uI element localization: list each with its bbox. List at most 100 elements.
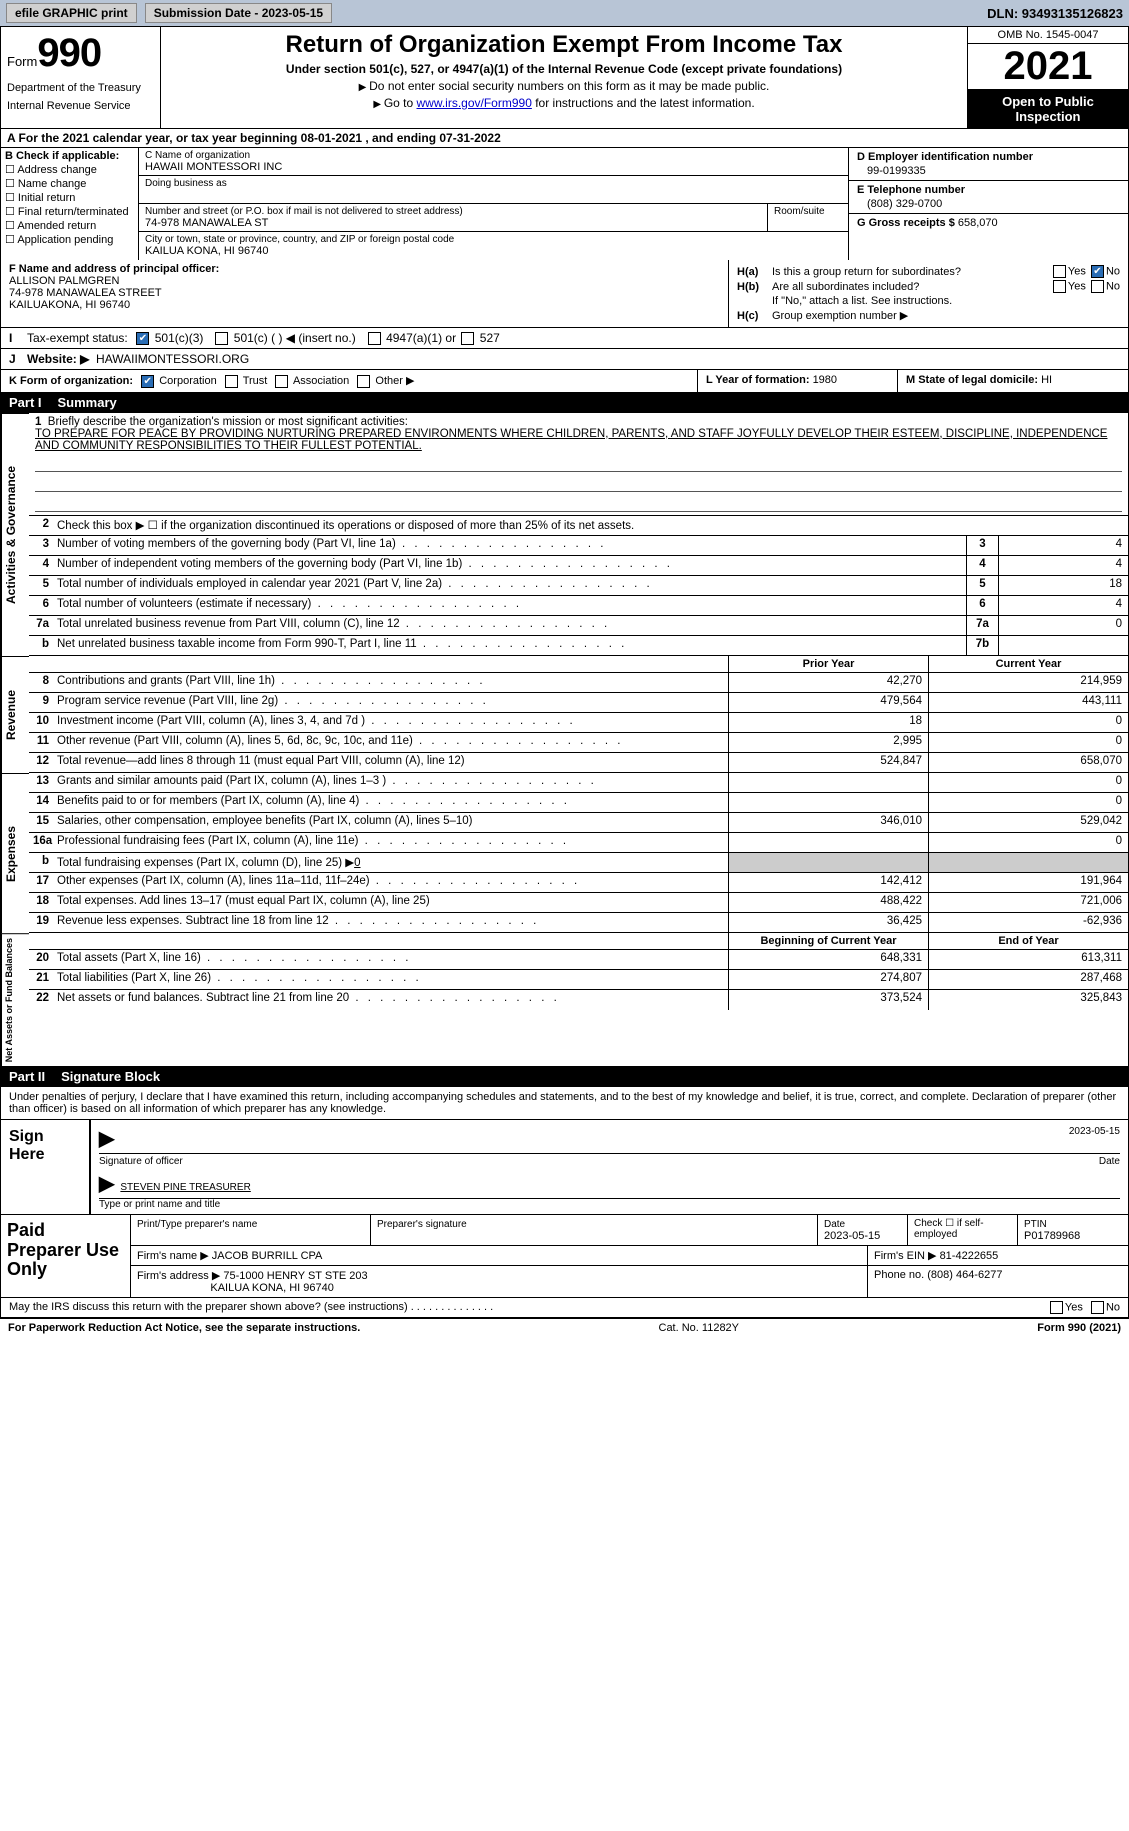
cb-501c3[interactable]: ✔ (136, 332, 149, 345)
row-20: 20Total assets (Part X, line 16)648,3316… (29, 950, 1128, 970)
firm-lbl: Firm's name ▶ (137, 1250, 212, 1262)
row-22: 22Net assets or fund balances. Subtract … (29, 990, 1128, 1010)
form-note-link: Go to www.irs.gov/Form990 for instructio… (169, 96, 959, 110)
ein-val: 99-0199335 (857, 165, 1120, 177)
cb-527[interactable] (461, 332, 474, 345)
sign-right: ▶ 2023-05-15 Signature of officer Date ▶… (91, 1120, 1128, 1214)
row-5-v: 18 (998, 576, 1128, 595)
r15-d: Salaries, other compensation, employee b… (53, 813, 728, 832)
sig-line-2: ▶STEVEN PINE TREASURER (99, 1169, 1120, 1199)
na-hdr-curr: End of Year (928, 933, 1128, 949)
hb-label: H(b) (737, 281, 772, 293)
r17-p: 142,412 (728, 873, 928, 892)
org-name-cell: C Name of organization HAWAII MONTESSORI… (139, 148, 848, 176)
section-fh: F Name and address of principal officer:… (0, 260, 1129, 328)
r19-p: 36,425 (728, 913, 928, 932)
r22-p: 373,524 (728, 990, 928, 1010)
r10-p: 18 (728, 713, 928, 732)
r16b-d: Total fundraising expenses (Part IX, col… (53, 853, 728, 872)
r18-p: 488,422 (728, 893, 928, 912)
row-14: 14Benefits paid to or for members (Part … (29, 793, 1128, 813)
r13-d: Grants and similar amounts paid (Part IX… (53, 773, 728, 792)
row-3-n: 3 (966, 536, 998, 555)
row-klm: K Form of organization: ✔ Corporation Tr… (0, 370, 1129, 393)
ha-no-checkbox[interactable]: ✔ (1091, 265, 1104, 278)
r20-c: 613,311 (928, 950, 1128, 969)
gross-cell: G Gross receipts $ 658,070 (849, 214, 1128, 232)
irs-yes-checkbox[interactable] (1050, 1301, 1063, 1314)
r17-c: 191,964 (928, 873, 1128, 892)
box-h: H(a) Is this a group return for subordin… (728, 260, 1128, 327)
cb-corp[interactable]: ✔ (141, 375, 154, 388)
preparer-right: Print/Type preparer's name Preparer's si… (131, 1215, 1128, 1297)
row-7b-desc: Net unrelated business taxable income fr… (53, 636, 966, 655)
r21-d: Total liabilities (Part X, line 26) (53, 970, 728, 989)
sig-date-label: Date (1099, 1156, 1120, 1167)
cb-trust[interactable] (225, 375, 238, 388)
submission-date-button[interactable]: Submission Date - 2023-05-15 (145, 3, 332, 23)
row-4-v: 4 (998, 556, 1128, 575)
r9-c: 443,111 (928, 693, 1128, 712)
opt-4947: 4947(a)(1) or (386, 331, 456, 345)
goto-pre: Go to (384, 96, 417, 110)
irs-no-checkbox[interactable] (1091, 1301, 1104, 1314)
cb-final-return[interactable]: Final return/terminated (5, 205, 134, 218)
street-val: 74-978 MANAWALEA ST (145, 217, 761, 229)
irs-link[interactable]: www.irs.gov/Form990 (417, 96, 532, 110)
preparer-block: Paid Preparer Use Only Print/Type prepar… (0, 1215, 1129, 1298)
box-m: M State of legal domicile: HI (898, 370, 1128, 392)
officer-sig-name: STEVEN PINE TREASURER (120, 1182, 250, 1193)
sig-name-label: Type or print name and title (99, 1199, 1120, 1210)
prep-row-1: Print/Type preparer's name Preparer's si… (131, 1215, 1128, 1246)
cb-501c[interactable] (215, 332, 228, 345)
cb-initial-return[interactable]: Initial return (5, 191, 134, 204)
firm-ein: 81-4222655 (940, 1250, 999, 1262)
mission-q: Briefly describe the organization's miss… (48, 416, 408, 428)
prep-c5-v: P01789968 (1024, 1230, 1080, 1242)
r9-d: Program service revenue (Part VIII, line… (53, 693, 728, 712)
row-13: 13Grants and similar amounts paid (Part … (29, 773, 1128, 793)
cb-name-change[interactable]: Name change (5, 177, 134, 190)
hb-yes-checkbox[interactable] (1053, 280, 1066, 293)
r19-c: -62,936 (928, 913, 1128, 932)
form-id-box: Form990 Department of the Treasury Inter… (1, 27, 161, 128)
j-text: Website: ▶ (27, 352, 89, 366)
firm-ph-lbl: Phone no. (874, 1269, 927, 1281)
r16b-v: 0 (354, 857, 360, 869)
na-hdr-prior: Beginning of Current Year (728, 933, 928, 949)
sig-labels-1: Signature of officer Date (99, 1154, 1120, 1169)
cb-address-change[interactable]: Address change (5, 163, 134, 176)
cb-app-pending[interactable]: Application pending (5, 233, 134, 246)
hb-no-checkbox[interactable] (1091, 280, 1104, 293)
efile-button[interactable]: efile GRAPHIC print (6, 3, 137, 23)
row-7b: bNet unrelated business taxable income f… (29, 636, 1128, 656)
cb-amended-return[interactable]: Amended return (5, 219, 134, 232)
row-16a: 16aProfessional fundraising fees (Part I… (29, 833, 1128, 853)
h-b-note: If "No," attach a list. See instructions… (737, 295, 1120, 307)
prep-c4: Check ☐ if self-employed (908, 1215, 1018, 1245)
prep-c3-v: 2023-05-15 (824, 1230, 880, 1242)
cb-assoc[interactable] (275, 375, 288, 388)
r18-c: 721,006 (928, 893, 1128, 912)
row-5-n: 5 (966, 576, 998, 595)
mission-block: 1 Briefly describe the organization's mi… (29, 413, 1128, 516)
goto-post: for instructions and the latest informat… (532, 96, 755, 110)
ha-label: H(a) (737, 266, 772, 278)
row-16b: bTotal fundraising expenses (Part IX, co… (29, 853, 1128, 873)
website-val: HAWAIIMONTESSORI.ORG (96, 352, 249, 366)
addr-row: Number and street (or P.O. box if mail i… (139, 204, 848, 232)
r12-p: 524,847 (728, 753, 928, 772)
prep-c1: Print/Type preparer's name (137, 1219, 257, 1230)
box-b: B Check if applicable: Address change Na… (1, 148, 139, 260)
row-5: 5Total number of individuals employed in… (29, 576, 1128, 596)
box-k: K Form of organization: ✔ Corporation Tr… (1, 370, 698, 392)
row-17: 17Other expenses (Part IX, column (A), l… (29, 873, 1128, 893)
box-c: C Name of organization HAWAII MONTESSORI… (139, 148, 848, 260)
cb-4947[interactable] (368, 332, 381, 345)
ha-yes-checkbox[interactable] (1053, 265, 1066, 278)
cb-other[interactable] (357, 375, 370, 388)
ein-lbl: Firm's EIN ▶ (874, 1250, 940, 1262)
r11-p: 2,995 (728, 733, 928, 752)
na-header-row: Beginning of Current Year End of Year (29, 933, 1128, 950)
firm-addr-lbl: Firm's address ▶ (137, 1270, 223, 1282)
